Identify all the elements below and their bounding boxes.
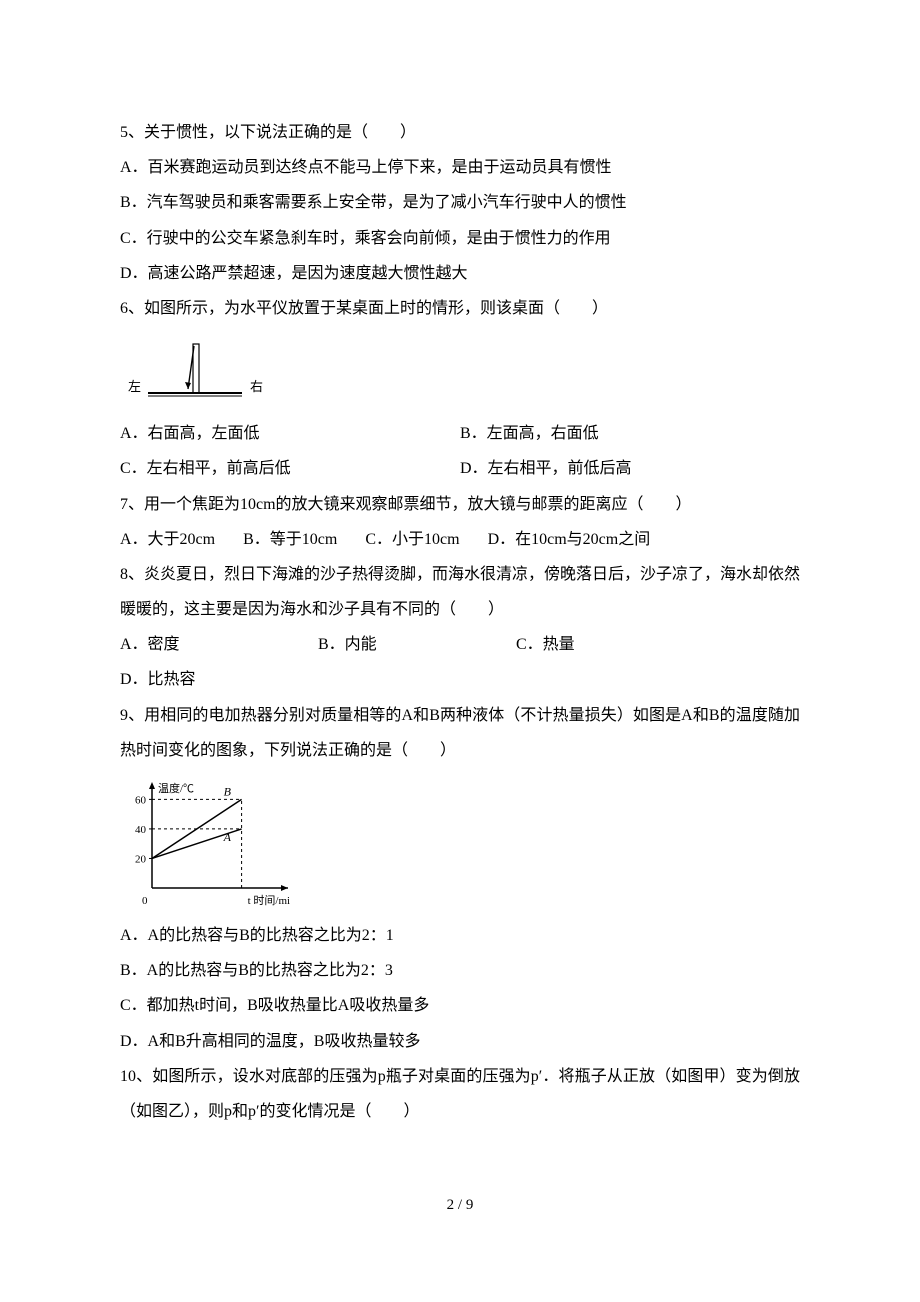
question-7-option-d: D．在10cm与20cm之间 — [488, 522, 651, 557]
question-5-option-d: D．高速公路严禁超速，是因为速度越大惯性越大 — [120, 256, 800, 291]
question-6-option-a: A．右面高，左面低 — [120, 416, 460, 451]
question-6-option-c: C．左右相平，前高后低 — [120, 451, 460, 486]
question-9-option-d: D．A和B升高相同的温度，B吸收热量较多 — [120, 1024, 800, 1059]
question-9-option-a: A．A的比热容与B的比热容之比为2：1 — [120, 918, 800, 953]
question-8-option-a: A．密度 — [120, 627, 290, 662]
question-9-stem: 9、用相同的电加热器分别对质量相等的A和B两种液体（不计热量损失）如图是A和B的… — [120, 698, 800, 768]
question-6-stem: 6、如图所示，为水平仪放置于某桌面上时的情形，则该桌面（ ） — [120, 291, 800, 326]
figure6-label-right: 右 — [250, 379, 263, 394]
question-8-option-b: B．内能 — [318, 627, 488, 662]
page-footer: 2 / 9 — [120, 1189, 800, 1222]
svg-text:60: 60 — [135, 794, 147, 806]
question-7: 7、用一个焦距为10cm的放大镜来观察邮票细节，放大镜与邮票的距离应（ ） A．… — [120, 487, 800, 557]
svg-text:40: 40 — [135, 824, 147, 836]
question-9-chart: 20 40 60 A B 温度/℃ t 时间/min 0 — [120, 780, 800, 910]
svg-text:0: 0 — [142, 895, 148, 907]
question-8-options: A．密度 B．内能 C．热量 D．比热容 — [120, 627, 800, 697]
question-7-option-a: A．大于20cm — [120, 522, 215, 557]
question-5-option-b: B．汽车驾驶员和乘客需要系上安全带，是为了减小汽车行驶中人的惯性 — [120, 185, 800, 220]
question-7-stem: 7、用一个焦距为10cm的放大镜来观察邮票细节，放大镜与邮票的距离应（ ） — [120, 487, 800, 522]
question-8-option-c: C．热量 — [516, 627, 686, 662]
svg-text:t 时间/min: t 时间/min — [248, 894, 290, 907]
svg-text:20: 20 — [135, 853, 147, 865]
question-6-figure: 左 右 — [120, 338, 800, 408]
question-7-option-b: B．等于10cm — [243, 522, 337, 557]
svg-text:温度/℃: 温度/℃ — [158, 781, 194, 795]
question-8-stem: 8、炎炎夏日，烈日下海滩的沙子热得烫脚，而海水很清凉，傍晚落日后，沙子凉了，海水… — [120, 557, 800, 627]
question-6: 6、如图所示，为水平仪放置于某桌面上时的情形，则该桌面（ ） 左 右 A．右面高… — [120, 291, 800, 487]
question-9: 9、用相同的电加热器分别对质量相等的A和B两种液体（不计热量损失）如图是A和B的… — [120, 698, 800, 1059]
question-9-option-b: B．A的比热容与B的比热容之比为2：3 — [120, 953, 800, 988]
question-7-options: A．大于20cm B．等于10cm C．小于10cm D．在10cm与20cm之… — [120, 522, 800, 557]
question-10-stem: 10、如图所示，设水对底部的压强为p瓶子对桌面的压强为p′．将瓶子从正放（如图甲… — [120, 1059, 800, 1129]
question-8: 8、炎炎夏日，烈日下海滩的沙子热得烫脚，而海水很清凉，傍晚落日后，沙子凉了，海水… — [120, 557, 800, 698]
question-10: 10、如图所示，设水对底部的压强为p瓶子对桌面的压强为p′．将瓶子从正放（如图甲… — [120, 1059, 800, 1129]
question-8-option-d: D．比热容 — [120, 662, 290, 697]
question-6-option-b: B．左面高，右面低 — [460, 416, 800, 451]
question-5: 5、关于惯性，以下说法正确的是（ ） A．百米赛跑运动员到达终点不能马上停下来，… — [120, 115, 800, 291]
figure6-label-left: 左 — [128, 379, 141, 394]
question-5-option-c: C．行驶中的公交车紧急刹车时，乘客会向前倾，是由于惯性力的作用 — [120, 221, 800, 256]
svg-text:A: A — [223, 830, 232, 844]
question-7-option-c: C．小于10cm — [365, 522, 459, 557]
svg-text:B: B — [224, 784, 232, 798]
question-9-option-c: C．都加热t时间，B吸收热量比A吸收热量多 — [120, 988, 800, 1023]
question-5-stem: 5、关于惯性，以下说法正确的是（ ） — [120, 115, 800, 150]
question-6-option-d: D．左右相平，前低后高 — [460, 451, 800, 486]
question-6-options: A．右面高，左面低 B．左面高，右面低 C．左右相平，前高后低 D．左右相平，前… — [120, 416, 800, 486]
question-5-option-a: A．百米赛跑运动员到达终点不能马上停下来，是由于运动员具有惯性 — [120, 150, 800, 185]
